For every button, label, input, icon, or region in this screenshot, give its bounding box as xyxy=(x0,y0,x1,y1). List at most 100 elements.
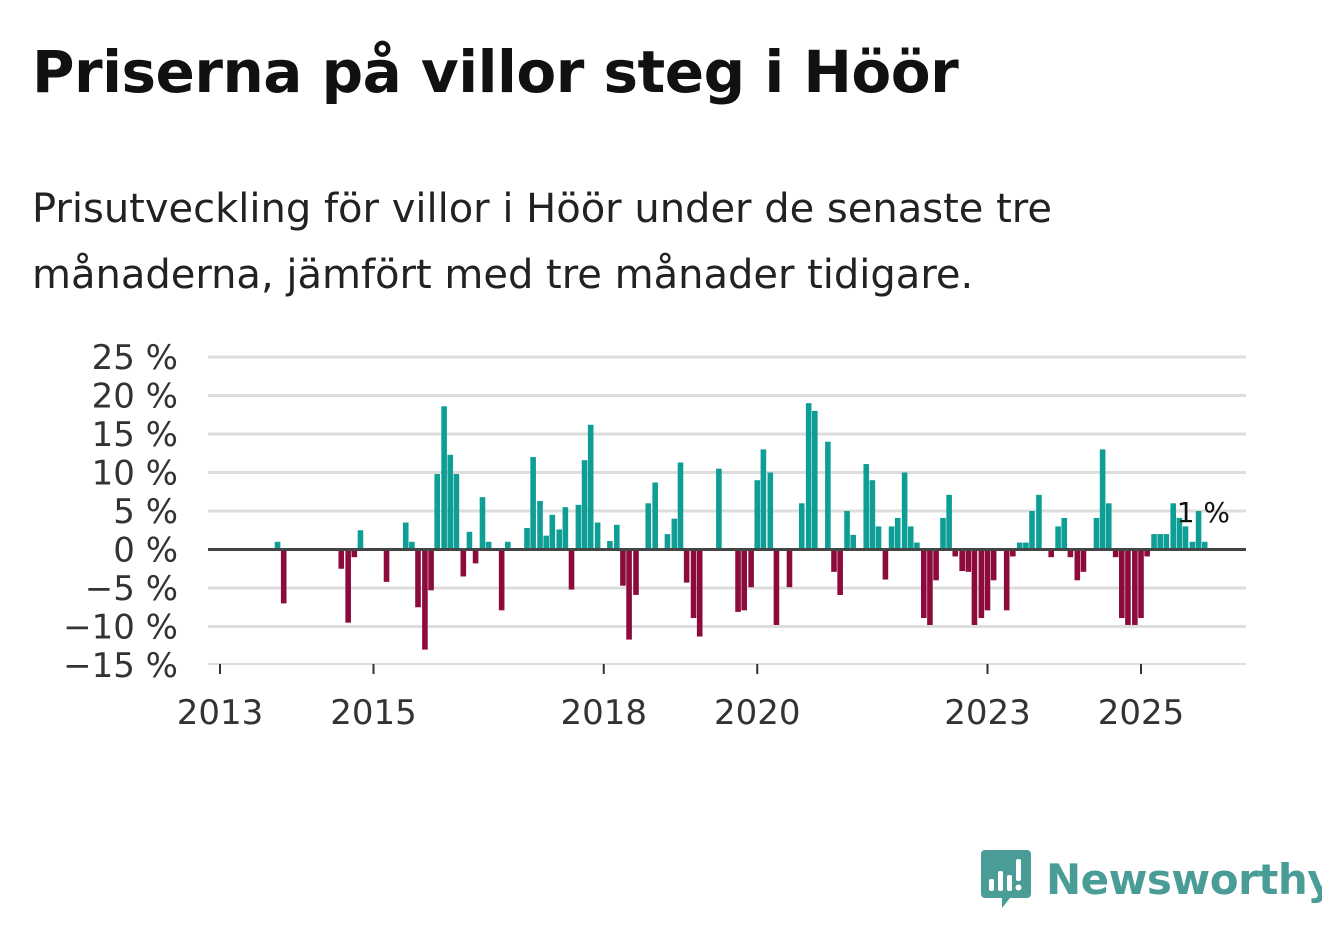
data-bar xyxy=(1067,549,1074,558)
data-bar xyxy=(274,541,281,550)
data-bar xyxy=(345,549,351,623)
data-bar xyxy=(453,474,460,550)
data-bar xyxy=(767,472,774,550)
data-bar xyxy=(1138,549,1144,619)
data-bar xyxy=(888,526,895,550)
data-bar xyxy=(1074,549,1081,581)
data-bar xyxy=(940,517,946,550)
data-bar xyxy=(485,541,492,550)
data-bar xyxy=(1182,526,1189,550)
data-bar xyxy=(1119,549,1125,619)
y-tick-label: −10 % xyxy=(63,608,178,648)
data-bar xyxy=(1099,449,1106,550)
data-bar xyxy=(1036,494,1042,550)
data-bar xyxy=(978,549,985,619)
x-tick-label: 2015 xyxy=(330,693,417,733)
data-bar xyxy=(1189,541,1196,550)
data-bar xyxy=(850,534,856,550)
data-bar xyxy=(825,441,831,550)
data-bar xyxy=(562,507,569,550)
data-bar xyxy=(677,462,684,550)
data-bar xyxy=(1125,549,1131,625)
data-bar xyxy=(921,549,927,619)
data-bar xyxy=(863,464,870,550)
data-bar xyxy=(594,522,601,550)
data-bar xyxy=(831,549,837,572)
data-bar xyxy=(614,524,620,550)
data-bar xyxy=(933,549,939,581)
x-tick-label: 2023 xyxy=(944,693,1031,733)
data-bar xyxy=(671,518,678,550)
data-bar xyxy=(946,494,952,550)
data-bar xyxy=(754,480,761,550)
y-tick-label: 15 % xyxy=(92,415,178,455)
data-bar xyxy=(1023,542,1029,550)
data-bar xyxy=(549,514,556,550)
data-bar xyxy=(402,522,409,550)
data-bar xyxy=(1093,517,1100,550)
chart-subtitle: Prisutveckling för villor i Höör under d… xyxy=(32,186,1052,298)
data-bar xyxy=(1105,503,1112,550)
data-bar xyxy=(1029,511,1035,550)
data-bar xyxy=(652,482,658,550)
x-tick-label: 2018 xyxy=(560,693,647,733)
data-bar xyxy=(959,549,965,572)
chart-title: Priserna på villor steg i Höör xyxy=(32,38,959,106)
data-bar xyxy=(472,549,479,564)
data-bar xyxy=(383,549,390,582)
data-bar xyxy=(1016,542,1023,550)
data-bar xyxy=(466,531,473,550)
data-bar xyxy=(280,549,287,604)
data-bar xyxy=(875,526,882,550)
data-bar xyxy=(1003,549,1010,611)
data-bar xyxy=(1144,549,1150,557)
data-bar xyxy=(690,549,697,619)
y-tick-label: 25 % xyxy=(92,338,178,378)
data-bar xyxy=(683,549,690,583)
data-bar xyxy=(568,549,575,590)
data-bar xyxy=(1195,511,1202,550)
data-bar xyxy=(760,449,767,550)
data-bar xyxy=(626,549,632,640)
data-bar xyxy=(907,526,914,550)
data-bar xyxy=(971,549,978,625)
data-bar xyxy=(1061,517,1068,550)
data-bar xyxy=(575,504,582,550)
data-bar xyxy=(786,549,793,588)
data-bar xyxy=(1170,503,1177,550)
data-bar xyxy=(447,454,454,550)
data-bar xyxy=(716,468,722,550)
data-bar xyxy=(422,549,428,650)
data-bar xyxy=(1112,549,1119,558)
data-bar xyxy=(524,527,530,550)
data-bar xyxy=(1157,534,1163,550)
newsworthy-logo-icon xyxy=(981,850,1031,908)
data-bar xyxy=(479,497,486,550)
data-bar xyxy=(1055,526,1061,550)
y-tick-label: 20 % xyxy=(92,377,178,417)
y-tick-label: 10 % xyxy=(92,454,178,494)
data-bar xyxy=(505,541,511,550)
end-value-label: 1 % xyxy=(1177,496,1230,529)
y-tick-label: −5 % xyxy=(85,569,178,609)
data-bar xyxy=(735,549,741,612)
data-bar xyxy=(914,542,920,550)
data-bar xyxy=(1080,549,1087,572)
data-bar xyxy=(901,472,908,550)
x-tick-label: 2025 xyxy=(1098,693,1185,733)
brand-name: Newsworthy xyxy=(1046,854,1322,904)
data-bar xyxy=(415,549,421,608)
data-bar xyxy=(607,541,613,550)
x-tick-label: 2020 xyxy=(714,693,801,733)
data-bar xyxy=(837,549,843,595)
data-bar xyxy=(1010,549,1016,557)
data-bar xyxy=(664,534,671,550)
data-bar xyxy=(844,511,850,550)
data-bar xyxy=(696,549,703,637)
data-bar xyxy=(351,549,358,558)
data-bar xyxy=(409,541,415,550)
brand-logo[interactable]: Newsworthy xyxy=(980,848,1322,910)
data-bar xyxy=(428,549,434,591)
data-bar xyxy=(441,406,447,550)
data-bar xyxy=(460,549,467,577)
